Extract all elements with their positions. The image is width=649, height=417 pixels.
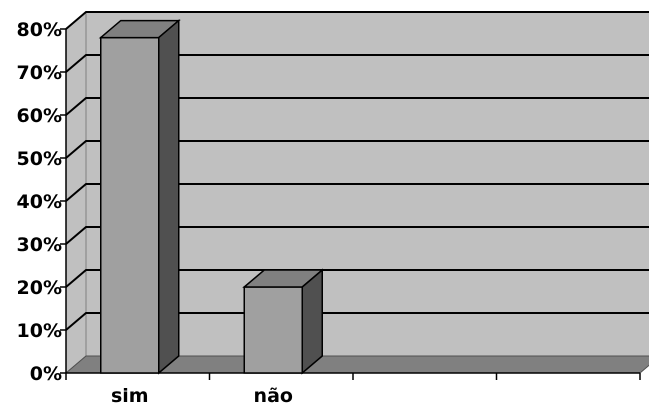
bar-sim xyxy=(98,18,181,375)
y-axis-tick-labels: 0% 10% 20% 30% 40% 50% 60% 70% 80% xyxy=(17,19,62,385)
bars xyxy=(98,18,325,375)
bar-side xyxy=(158,18,180,375)
gridline xyxy=(65,11,649,30)
bar-front xyxy=(243,286,303,374)
gridline xyxy=(65,226,649,245)
y-tick-label: 30% xyxy=(17,234,62,256)
gridline xyxy=(65,183,649,202)
y-tick-label: 0% xyxy=(30,363,62,385)
y-tick-label: 70% xyxy=(17,62,62,84)
gridline xyxy=(65,140,649,159)
y-tick-label: 60% xyxy=(17,105,62,127)
x-tick-label: sim xyxy=(111,385,149,407)
gridline xyxy=(65,97,649,116)
y-tick-label: 80% xyxy=(17,19,62,41)
bar-front xyxy=(100,36,160,374)
x-tick-label: não xyxy=(254,385,293,407)
bar-side xyxy=(301,268,323,375)
axes xyxy=(60,28,641,380)
x-axis-tick-labels: sim não xyxy=(111,385,293,407)
gridline xyxy=(65,269,649,288)
y-tick-label: 40% xyxy=(17,191,62,213)
y-tick-label: 50% xyxy=(17,148,62,170)
y-tick-label: 20% xyxy=(17,277,62,299)
gridlines xyxy=(65,11,649,331)
bar-não xyxy=(242,268,325,375)
gridline xyxy=(65,312,649,331)
gridline xyxy=(65,54,649,73)
y-tick-label: 10% xyxy=(17,320,62,342)
